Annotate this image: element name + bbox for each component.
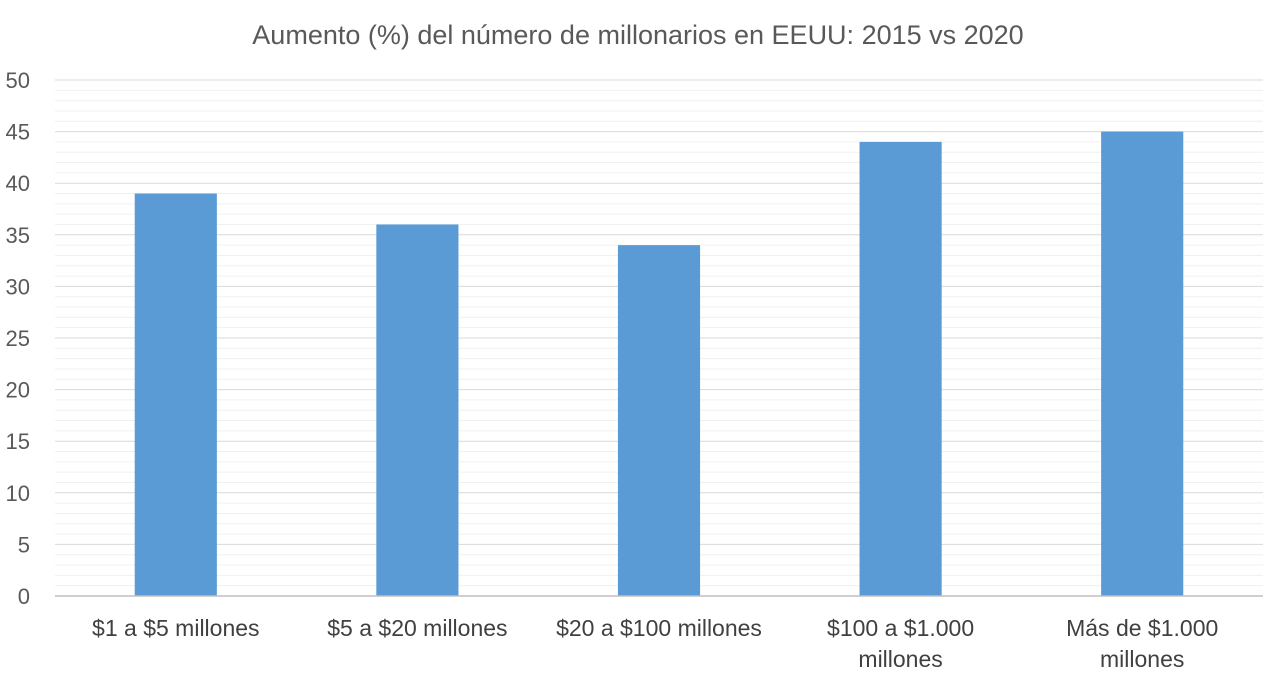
bar [859,141,942,597]
x-category-label: millones [1100,646,1184,672]
y-tick-label: 45 [6,120,30,145]
y-tick-label: 40 [6,171,30,196]
y-tick-label: 20 [6,378,30,403]
bar [1101,131,1184,596]
chart-title: Aumento (%) del número de millonarios en… [252,20,1023,50]
x-category-label: Más de $1.000 [1066,615,1218,641]
labels: 0 5 10 15 20 25 30 35 40 45 50 $1 a $5 millones $5 a… [6,68,1219,672]
bar [134,193,217,596]
y-tick-label: 35 [6,223,30,248]
y-tick-label: 0 [18,584,30,609]
x-category-label: $5 a $20 millones [327,615,507,641]
y-tick-label: 5 [18,532,30,557]
y-tick-label: 25 [6,326,30,351]
bars [134,131,1184,597]
y-tick-label: 30 [6,274,30,299]
y-tick-label: 15 [6,429,30,454]
y-tick-label: 50 [6,68,30,93]
x-category-label: millones [858,646,942,672]
y-tick-label: 10 [6,481,30,506]
bar [617,245,701,596]
x-category-label: $100 a $1.000 [827,615,974,641]
bar [376,224,459,597]
x-category-label: $20 a $100 millones [556,615,762,641]
x-category-label: $1 a $5 millones [92,615,260,641]
